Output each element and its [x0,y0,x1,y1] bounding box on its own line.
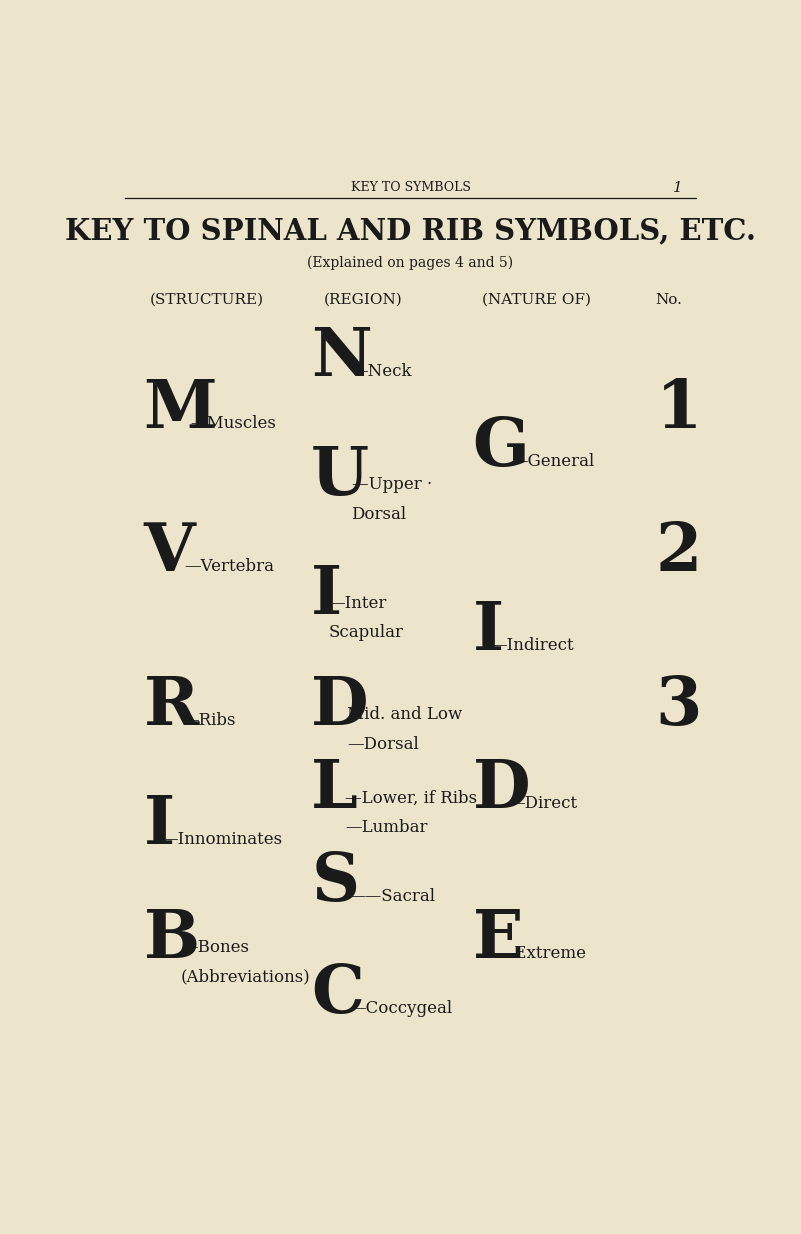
Text: No.: No. [656,294,682,307]
Text: —Ribs: —Ribs [183,712,236,729]
Text: (NATURE OF): (NATURE OF) [482,294,591,307]
Text: D: D [473,758,530,822]
Text: I: I [473,598,504,664]
Text: N: N [311,325,372,390]
Text: —Lumbar: —Lumbar [345,819,428,837]
Text: —Innominates: —Innominates [161,830,282,848]
Text: M: M [143,378,217,442]
Text: V: V [143,520,195,585]
Text: —Lower, if Ribs: —Lower, if Ribs [345,790,477,807]
Text: 1: 1 [656,378,702,442]
Text: S: S [311,850,360,914]
Text: —Coccygeal: —Coccygeal [350,1000,453,1017]
Text: Scapular: Scapular [328,624,404,642]
Text: Dorsal: Dorsal [352,506,407,523]
Text: I: I [143,792,175,858]
Text: (STRUCTURE): (STRUCTURE) [150,294,264,307]
Text: E: E [473,907,523,971]
Text: —Inter: —Inter [328,595,387,612]
Text: —General: —General [512,453,595,470]
Text: 2: 2 [656,520,702,585]
Text: —Neck: —Neck [352,363,412,380]
Text: Extreme: Extreme [509,945,586,961]
Text: KEY TO SYMBOLS: KEY TO SYMBOLS [351,181,470,195]
Text: —Muscles: —Muscles [190,416,276,432]
Text: L: L [311,758,358,822]
Text: B: B [143,907,199,971]
Text: —Vertebra: —Vertebra [184,558,274,575]
Text: ——Sacral: ——Sacral [348,887,436,905]
Text: R: R [143,674,199,739]
Text: 3: 3 [656,674,702,739]
Text: I: I [311,563,342,628]
Text: —Direct: —Direct [509,796,578,812]
Text: Mid. and Low: Mid. and Low [347,706,462,723]
Text: —Upper ·: —Upper · [352,476,432,494]
Text: —Bones: —Bones [181,939,249,956]
Text: (Abbreviations): (Abbreviations) [181,969,311,986]
Text: D: D [311,674,368,739]
Text: (REGION): (REGION) [324,294,402,307]
Text: —Dorsal: —Dorsal [347,735,419,753]
Text: KEY TO SPINAL AND RIB SYMBOLS, ETC.: KEY TO SPINAL AND RIB SYMBOLS, ETC. [65,216,756,246]
Text: 1: 1 [673,181,682,195]
Text: (Explained on pages 4 and 5): (Explained on pages 4 and 5) [308,255,513,270]
Text: G: G [473,416,529,480]
Text: U: U [311,444,369,508]
Text: —Indirect: —Indirect [490,637,574,654]
Text: C: C [311,961,364,1027]
